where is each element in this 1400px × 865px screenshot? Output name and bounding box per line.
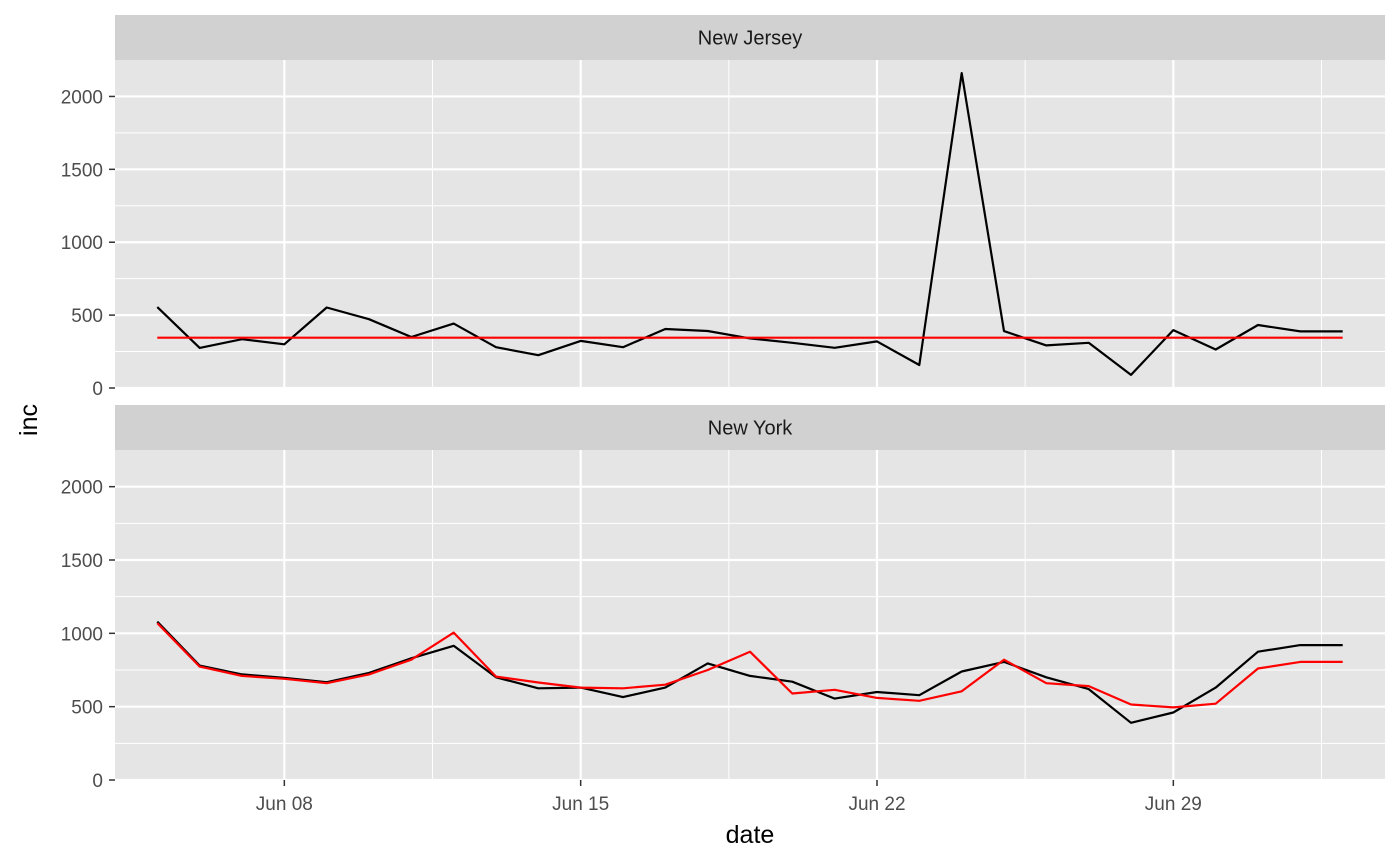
x-tick-label: Jun 29: [1145, 794, 1202, 815]
x-tick-label: Jun 08: [256, 794, 313, 815]
y-axis-title: inc: [15, 404, 43, 436]
facet-strip-label: New York: [708, 418, 793, 440]
series-line-red: [156, 622, 1343, 709]
x-axis-title: date: [726, 821, 775, 849]
axes: 0 500 1000 1500 2000 0 500 1000 1500 2000 Jun 08 Ju…: [61, 87, 1202, 815]
y-tick-label: 1000: [61, 624, 103, 645]
facet-strip-bg: [115, 15, 1385, 60]
y-tick-label: 1500: [61, 160, 103, 181]
y-tick-label: 2000: [61, 478, 103, 499]
y-tick-label: 0: [92, 379, 103, 400]
panel-background: [115, 450, 1385, 780]
facet-strip-label: New Jersey: [698, 28, 802, 50]
y-tick-label: 2000: [61, 87, 103, 108]
y-tick-label: 1000: [61, 233, 103, 254]
x-tick-label: Jun 22: [848, 794, 905, 815]
panels: New Jersey New York: [115, 15, 1385, 782]
y-tick-label: 0: [92, 771, 103, 792]
facet-strip-bg: [115, 405, 1385, 450]
x-tick-label: Jun 15: [552, 794, 609, 815]
y-tick-label: 500: [71, 698, 103, 719]
y-tick-label: 1500: [61, 551, 103, 572]
y-tick-label: 500: [71, 306, 103, 327]
series-line-black: [156, 620, 1343, 724]
